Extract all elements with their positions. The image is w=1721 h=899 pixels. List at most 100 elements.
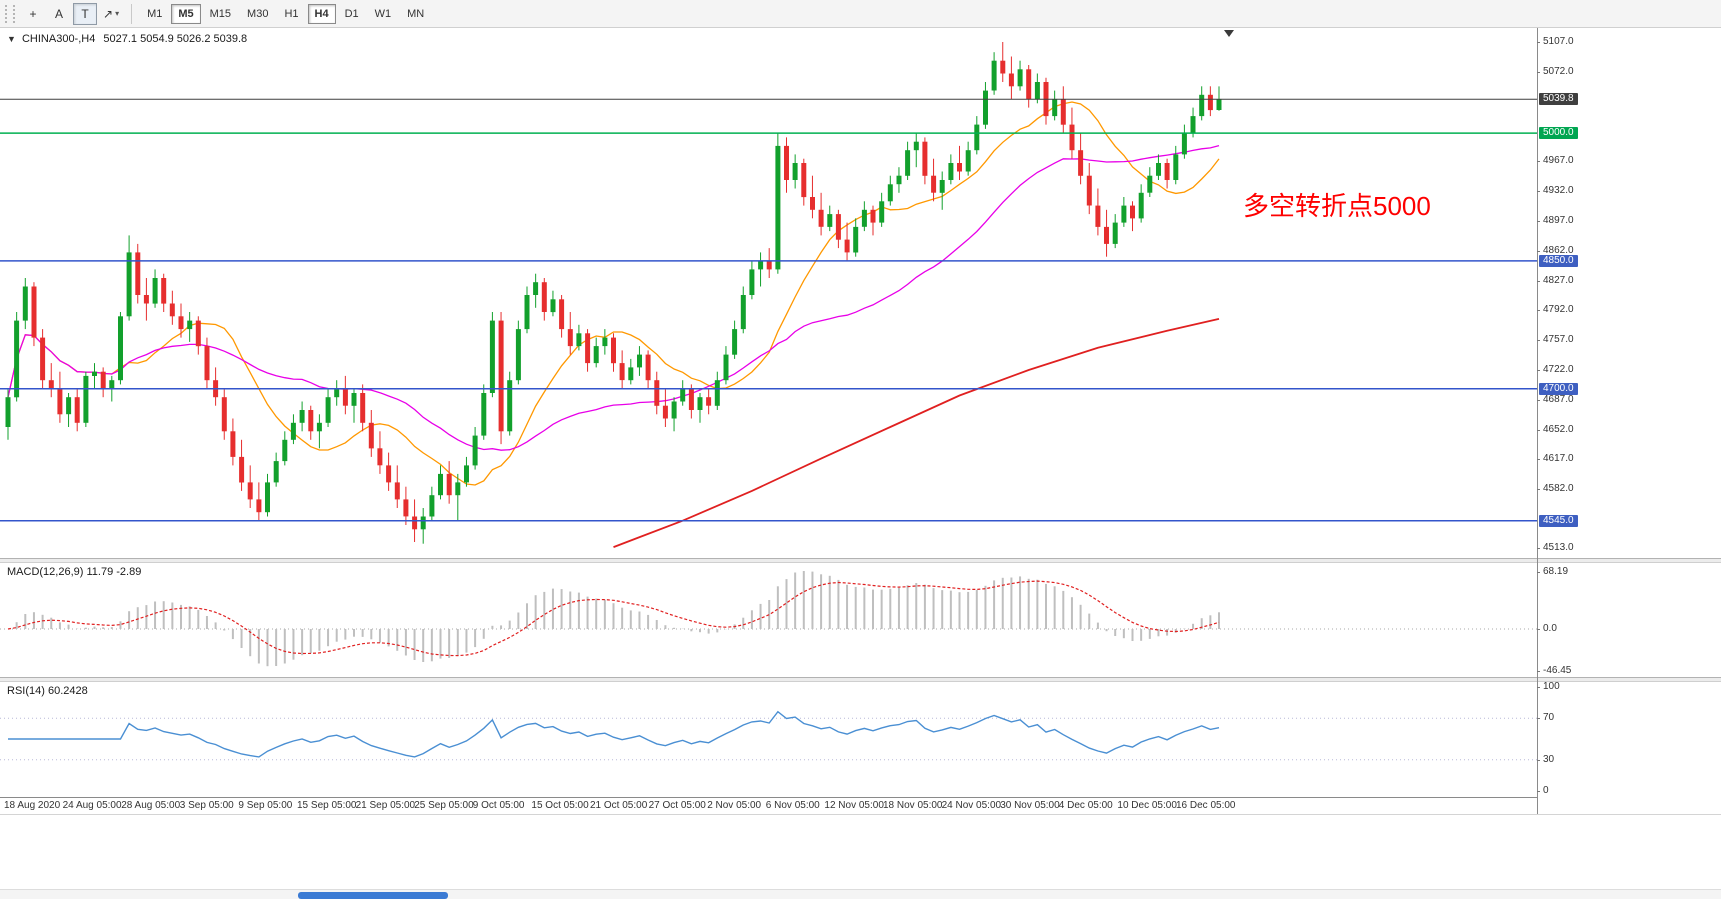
axis-tick-mark (1537, 250, 1540, 252)
timeframe-d1-button[interactable]: D1 (338, 4, 366, 24)
drawing-tools-group: + A T ↗ ▾ (20, 2, 124, 25)
chart-shift-marker-icon[interactable] (1224, 30, 1234, 37)
axis-tick-mark (1537, 42, 1540, 43)
rsi-tick-label: 30 (1543, 753, 1555, 765)
timeframe-h1-button[interactable]: H1 (277, 4, 305, 24)
timeframe-m15-button[interactable]: M15 (203, 4, 238, 24)
axis-tick-mark (1537, 191, 1540, 193)
axis-tick-mark (1537, 310, 1540, 312)
price-tag-4850.0: 4850.0 (1539, 254, 1578, 267)
time-tick-label: 18 Nov 05:00 (883, 800, 943, 811)
time-tick-label: 6 Nov 05:00 (765, 800, 820, 811)
time-tick-label: 21 Sep 05:00 (355, 800, 416, 811)
price-tick-label: 4722.0 (1543, 363, 1574, 375)
price-tick-label: 4687.0 (1543, 393, 1574, 405)
time-tick-label: 15 Sep 05:00 (297, 800, 357, 811)
price-chart-canvas[interactable] (0, 28, 1537, 558)
axis-tick-mark (1537, 280, 1540, 282)
text-label-tool-button[interactable]: A (47, 3, 71, 25)
axis-tick-mark (1537, 71, 1540, 73)
axis-tick-mark (1537, 548, 1540, 549)
axis-tick-mark (1537, 759, 1540, 761)
timeframe-mn-button[interactable]: MN (400, 4, 431, 24)
time-tick-label: 12 Nov 05:00 (824, 800, 884, 811)
time-tick-label: 16 Dec 05:00 (1176, 800, 1236, 811)
timeframe-m5-button[interactable]: M5 (171, 3, 201, 24)
time-tick-label: 15 Oct 05:00 (531, 800, 589, 811)
macd-indicator-label: MACD(12,26,9) 11.79 -2.89 (7, 566, 142, 578)
macd-tick-label: 0.0 (1543, 623, 1557, 634)
panel-divider-macd[interactable] (0, 558, 1721, 563)
time-tick-label: 18 Aug 2020 (4, 800, 61, 811)
ohlc-values: 5027.1 5054.9 5026.2 5039.8 (103, 33, 248, 45)
macd-tick-label: -46.45 (1543, 665, 1572, 676)
text-icon: T (81, 6, 89, 21)
axis-tick-mark (1537, 220, 1540, 222)
price-tag-4545.0: 4545.0 (1539, 514, 1578, 527)
chart-symbol-ohlc: ▼ CHINA300-,H4 5027.1 5054.9 5026.2 5039… (7, 33, 247, 45)
price-tick-label: 5072.0 (1543, 65, 1574, 77)
timeframe-w1-button[interactable]: W1 (368, 4, 399, 24)
horizontal-scrollbar[interactable] (0, 889, 1721, 899)
time-tick-label: 24 Aug 05:00 (62, 800, 122, 811)
price-tag-4700.0: 4700.0 (1539, 382, 1578, 395)
price-tag-5039.8: 5039.8 (1539, 93, 1578, 106)
price-axis-border (1537, 28, 1538, 814)
rsi-panel-canvas[interactable] (0, 682, 1537, 797)
timeframe-m30-button[interactable]: M30 (240, 4, 275, 24)
price-tick-label: 4617.0 (1543, 453, 1574, 465)
timeframe-h4-button[interactable]: H4 (307, 3, 336, 24)
price-tick-label: 4792.0 (1543, 304, 1574, 316)
time-tick-label: 28 Aug 05:00 (121, 800, 181, 811)
price-tag-5000.0: 5000.0 (1539, 127, 1578, 140)
axis-tick-mark (1537, 161, 1540, 163)
time-tick-label: 4 Dec 05:00 (1058, 800, 1113, 811)
time-axis-border (0, 797, 1537, 798)
symbol-period-label: CHINA300-,H4 (21, 33, 96, 45)
time-tick-label: 9 Oct 05:00 (472, 800, 525, 811)
text-tool-button[interactable]: T (73, 2, 97, 25)
text-label-icon: A (54, 6, 63, 21)
macd-tick-label: 68.19 (1543, 566, 1569, 577)
rsi-tick-label: 70 (1543, 712, 1555, 724)
axis-tick-mark (1537, 489, 1540, 491)
price-tick-label: 4897.0 (1543, 214, 1574, 226)
axis-tick-mark (1537, 399, 1540, 401)
time-tick-label: 9 Sep 05:00 (238, 800, 293, 811)
axis-tick-mark (1537, 687, 1540, 688)
arrows-tool-button[interactable]: ↗ ▾ (99, 3, 123, 25)
timeframe-group: M1 M5 M15 M30 H1 H4 D1 W1 MN (139, 3, 432, 24)
chart-window: ▼ CHINA300-,H4 5027.1 5054.9 5026.2 5039… (0, 28, 1721, 815)
panel-divider-rsi[interactable] (0, 677, 1721, 682)
macd-panel-canvas[interactable] (0, 563, 1537, 677)
axis-tick-mark (1537, 629, 1540, 630)
time-tick-label: 25 Sep 05:00 (414, 800, 474, 811)
chart-annotation-text: 多空转折点5000 (1243, 191, 1431, 221)
price-tick-label: 4932.0 (1543, 185, 1574, 197)
timeframe-m1-button[interactable]: M1 (140, 4, 169, 24)
axis-tick-mark (1537, 429, 1540, 431)
rsi-tick-label: 100 (1543, 681, 1560, 692)
axis-tick-mark (1537, 369, 1540, 371)
crosshair-tool-button[interactable]: + (21, 3, 45, 25)
symbol-collapse-icon[interactable]: ▼ (7, 34, 16, 44)
toolbar-grip[interactable] (5, 4, 15, 23)
time-tick-label: 3 Sep 05:00 (179, 800, 234, 811)
axis-tick-mark (1537, 459, 1540, 461)
toolbar-separator (131, 3, 133, 24)
axis-tick-mark (1537, 791, 1540, 792)
price-tick-label: 4967.0 (1543, 155, 1574, 167)
axis-tick-mark (1537, 572, 1540, 573)
price-tick-label: 4757.0 (1543, 334, 1574, 346)
rsi-tick-label: 0 (1543, 785, 1549, 796)
time-tick-label: 24 Nov 05:00 (941, 800, 1002, 811)
arrows-icon: ↗ (103, 6, 114, 21)
chevron-down-icon: ▾ (115, 9, 120, 18)
scrollbar-thumb[interactable] (298, 892, 448, 899)
time-axis: 18 Aug 2020 24 Aug 05:00 28 Aug 05:00 3 Sep… (0, 800, 1537, 814)
crosshair-icon: + (29, 6, 37, 21)
top-toolbar: + A T ↗ ▾ M1 M5 M15 M30 H1 H4 D1 W1 MN (0, 0, 1721, 28)
axis-tick-mark (1537, 718, 1540, 720)
price-tick-label: 4582.0 (1543, 483, 1574, 495)
time-tick-label: 2 Nov 05:00 (707, 800, 762, 811)
